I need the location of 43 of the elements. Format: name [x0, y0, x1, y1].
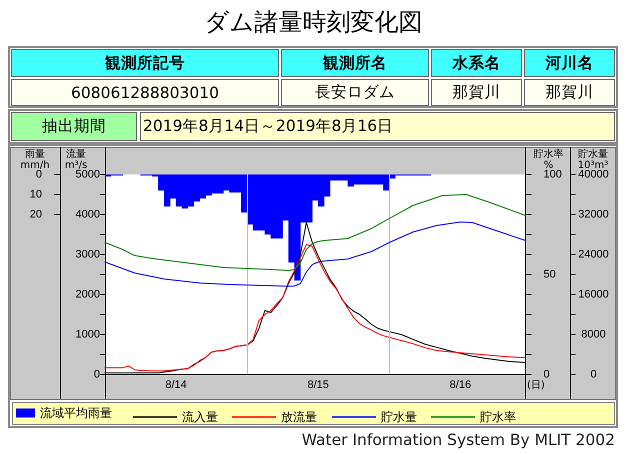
x-axis-title: (日) [527, 380, 546, 393]
text: 河川名 [524, 49, 615, 77]
y2-tick-label: 10 [30, 188, 42, 200]
y2-tick-label: 0 [590, 368, 597, 380]
x-tick-label: 8/15 [308, 379, 329, 391]
chart-title: ダム諸量時刻変化図 [204, 7, 424, 38]
y2-tick-label: 24000 [578, 248, 609, 260]
y2-tick-label: 8000 [581, 328, 606, 340]
text: 那賀川 [524, 79, 615, 106]
y-tick-label: 50 [544, 268, 556, 280]
x-tick-label: 8/16 [450, 379, 472, 391]
y-tick-label: 0 [94, 368, 100, 380]
y2-tick-label: 0 [36, 168, 42, 180]
y-tick-label: 3000 [76, 248, 100, 260]
legend-label: 貯水率 [480, 410, 516, 424]
legend-label: 放流量 [281, 410, 317, 424]
legend-label: 流域平均雨量 [40, 406, 112, 420]
y-tick-label: 100 [544, 168, 562, 180]
legend-label: 貯水量 [381, 410, 417, 424]
y2-tick-label: 20 [30, 208, 42, 220]
y2-tick-label: 40000 [578, 168, 609, 180]
y-tick-label: 2000 [76, 288, 100, 300]
x-tick-label: 8/14 [165, 379, 187, 391]
text: 那賀川 [431, 79, 522, 106]
text: 抽出期間 [11, 112, 137, 141]
y-tick-label: 5000 [76, 168, 100, 180]
text: 608061288803010 [11, 79, 279, 106]
text: 長安ロダム [281, 79, 429, 106]
y-axis-title: 貯水率 % [532, 149, 564, 171]
legend-label: 流入量 [182, 410, 218, 424]
y2-axis-title: 貯水量 10³m³ [576, 149, 610, 171]
text: 観測所名 [281, 49, 429, 77]
y2-tick-label: 32000 [578, 208, 609, 220]
y2-axis-title: 雨量 mm/h [19, 149, 51, 171]
text: 水系名 [431, 49, 522, 77]
y-tick-label: 1000 [76, 328, 100, 340]
y-tick-label: 4000 [76, 208, 100, 220]
y-tick-label: 0 [544, 368, 550, 380]
y2-tick-label: 16000 [578, 288, 609, 300]
text: 2019年8月14日～2019年8月16日 [140, 112, 615, 141]
y-axis-title: 流量 m³/s [64, 149, 88, 171]
text: 観測所記号 [11, 49, 279, 77]
text: Water Information System By MLIT 2002 [300, 430, 615, 451]
